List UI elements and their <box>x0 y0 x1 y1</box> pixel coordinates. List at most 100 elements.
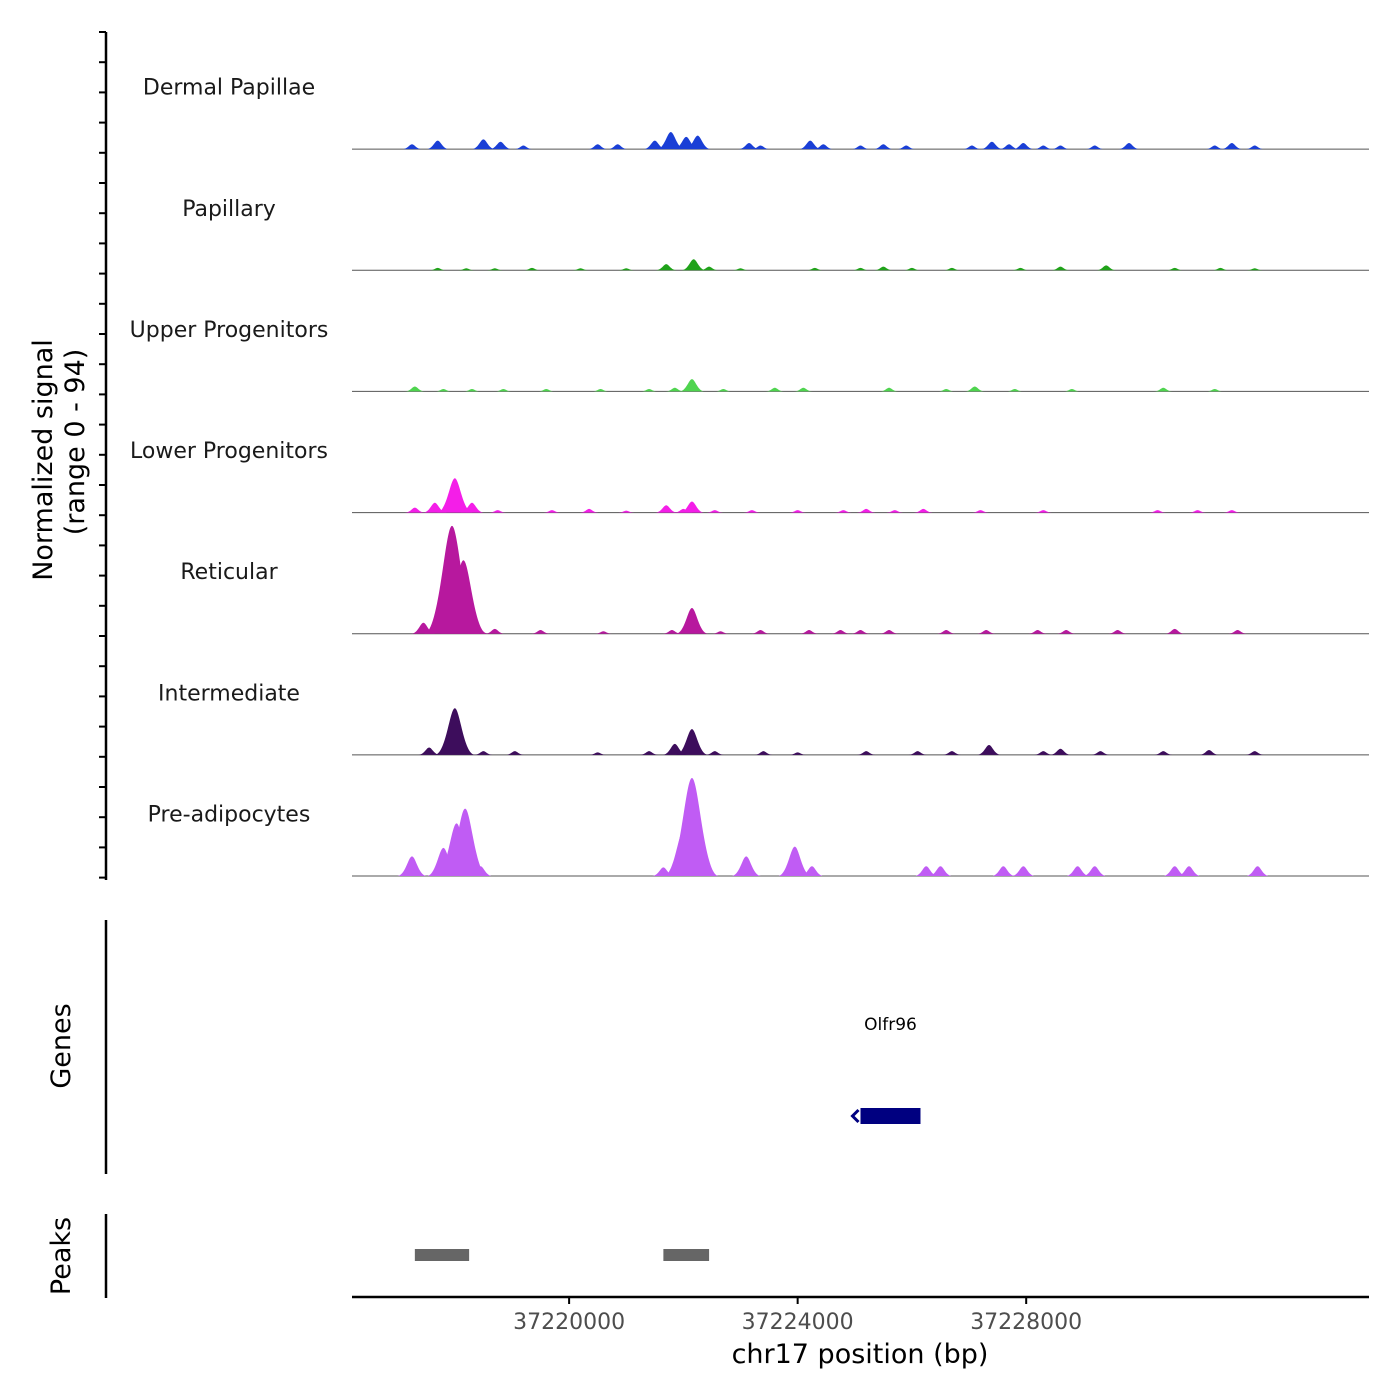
signal-peak <box>976 630 996 634</box>
signal-peak <box>1065 866 1090 876</box>
signal-peak <box>928 866 953 876</box>
signal-peak <box>679 501 705 513</box>
signal-peak <box>404 507 425 513</box>
signal-peak <box>777 846 812 876</box>
signal-peak <box>589 752 607 755</box>
signal-peak <box>751 145 770 150</box>
signal-peak <box>618 510 635 513</box>
signal-peak <box>1051 145 1070 150</box>
signal-peak <box>1085 145 1104 150</box>
signal-peak <box>1206 388 1224 392</box>
signal-peak <box>675 607 709 634</box>
signal-peak <box>754 751 773 755</box>
signal-peak <box>656 131 685 150</box>
y-axis-title-line2: (range 0 - 94) <box>60 349 91 536</box>
signal-peak <box>665 387 685 392</box>
signal-peak <box>505 751 525 755</box>
signal-peak <box>806 267 824 271</box>
signal-peak <box>1223 510 1241 513</box>
signal-peak <box>474 751 493 755</box>
signal-peak <box>640 388 658 392</box>
peaks-track <box>414 1249 710 1261</box>
signal-peak <box>799 630 819 634</box>
signal-peak <box>439 560 488 634</box>
signal-peak <box>914 508 933 513</box>
signal-peak <box>977 745 1001 755</box>
signal-peak <box>851 630 870 634</box>
signal-peak <box>587 144 608 150</box>
x-axis-ticks: 37220000 37224000 37228000 <box>513 1297 1082 1335</box>
signal-peak <box>1149 510 1167 513</box>
signal-peak <box>873 144 894 150</box>
signal-peak <box>1205 145 1224 150</box>
signal-peak <box>789 752 807 755</box>
track-label: Dermal Papillae <box>143 76 315 101</box>
y-axis-title: Normalized signal (range 0 - 94) <box>28 339 91 581</box>
track-upper-progenitors: Upper Progenitors <box>130 318 1369 392</box>
signal-peak <box>436 478 473 513</box>
signal-peak <box>1006 388 1024 392</box>
peak-region <box>663 1249 710 1261</box>
signal-peak <box>896 145 916 150</box>
signal-peak <box>962 145 982 150</box>
signal-peak <box>531 630 550 634</box>
signal-peak <box>655 505 678 513</box>
signal-peak <box>681 259 706 271</box>
signal-peak <box>834 510 852 513</box>
signal-peak <box>914 866 939 876</box>
signal-peak <box>712 631 729 634</box>
track-label: Pre-adipocytes <box>148 802 311 827</box>
signal-peak <box>592 388 609 392</box>
track-papillary: Papillary <box>182 197 1369 271</box>
signal-peak <box>1034 751 1053 755</box>
signal-peak <box>1189 510 1207 513</box>
genes-track: Olfr96 <box>850 1015 921 1124</box>
y-axis-title-line1: Normalized signal <box>28 339 59 581</box>
signal-peak <box>851 145 870 150</box>
signal-peak <box>489 141 512 150</box>
signal-peak <box>1162 866 1187 876</box>
signal-peak <box>1199 749 1219 755</box>
signal-peak <box>1228 630 1247 634</box>
signal-peak <box>418 747 441 755</box>
signal-peak <box>1154 387 1173 392</box>
gene-body <box>860 1108 921 1124</box>
track-label: Papillary <box>182 197 276 222</box>
signal-peak <box>675 729 709 755</box>
signal-peak <box>643 140 667 150</box>
signal-peak <box>594 631 612 634</box>
signal-peak <box>572 268 589 271</box>
signal-peak <box>765 387 785 392</box>
signal-peak <box>1011 866 1036 876</box>
x-axis-title: chr17 position (bp) <box>732 1339 989 1370</box>
signal-peak <box>1050 748 1071 755</box>
track-intermediate: Intermediate <box>158 681 1369 756</box>
signal-peak <box>699 266 719 271</box>
signal-peak <box>1034 510 1052 513</box>
signal-peak <box>1164 628 1185 634</box>
signal-peak <box>936 630 956 634</box>
signal-peak <box>434 388 452 392</box>
signal-peak <box>665 778 719 876</box>
x-tick-label: 37228000 <box>970 1310 1082 1335</box>
signal-peak <box>463 388 481 392</box>
signal-peak <box>489 510 507 513</box>
signal-peak <box>743 510 761 513</box>
peaks-track-title: Peaks <box>46 1217 77 1295</box>
signal-peak <box>831 630 850 634</box>
signal-peak <box>879 630 899 634</box>
signal-peak <box>458 268 475 271</box>
signal-peak <box>1245 866 1270 876</box>
signal-peak <box>714 388 732 392</box>
signal-peak <box>1177 866 1201 876</box>
signal-peak <box>1012 267 1029 271</box>
signal-peak <box>942 751 962 755</box>
signal-peak <box>404 386 425 392</box>
signal-peak <box>813 144 834 150</box>
signal-peak <box>751 630 770 634</box>
signal-peak <box>999 144 1019 150</box>
signal-peak <box>460 502 484 513</box>
signal-peak <box>943 267 961 271</box>
x-tick-label: 37220000 <box>513 1310 625 1335</box>
